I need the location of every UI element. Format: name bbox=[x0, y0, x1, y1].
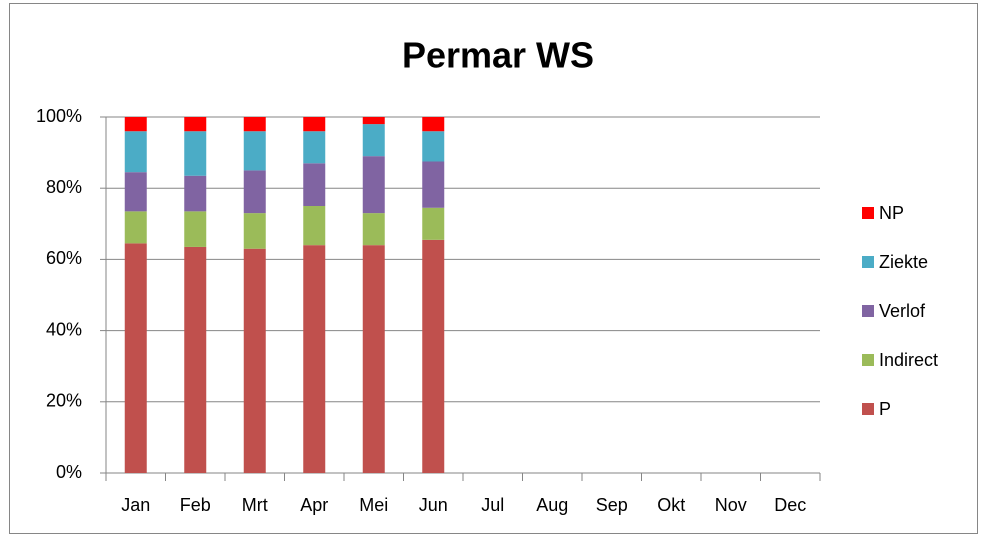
bar-segment bbox=[184, 131, 207, 176]
bar-segment bbox=[124, 117, 147, 132]
bar-segment bbox=[303, 117, 326, 132]
chart-frame bbox=[9, 3, 978, 534]
bar-segment bbox=[303, 131, 326, 164]
x-tick-label: Jul bbox=[481, 495, 504, 515]
bar-segment bbox=[184, 175, 207, 212]
y-tick-label: 0% bbox=[56, 462, 82, 482]
y-tick-label: 80% bbox=[46, 177, 82, 197]
bar-segment bbox=[243, 213, 266, 249]
legend-label: Indirect bbox=[879, 350, 938, 370]
x-tick-label: Apr bbox=[300, 495, 328, 515]
y-tick-label: 100% bbox=[36, 106, 82, 126]
bar-segment bbox=[422, 239, 445, 473]
bar-segment bbox=[243, 170, 266, 214]
bar-segment bbox=[124, 211, 147, 244]
bar-segment bbox=[184, 246, 207, 473]
bar-segment bbox=[362, 245, 385, 473]
bar-segment bbox=[124, 131, 147, 173]
bar-segment bbox=[243, 131, 266, 171]
bar-segment bbox=[422, 207, 445, 240]
x-tick-label: Okt bbox=[657, 495, 685, 515]
bar-segment bbox=[362, 213, 385, 246]
x-tick-label: Dec bbox=[774, 495, 806, 515]
x-tick-label: Jun bbox=[419, 495, 448, 515]
bar-segment bbox=[422, 131, 445, 162]
legend-label: Verlof bbox=[879, 301, 926, 321]
legend-label: Ziekte bbox=[879, 252, 928, 272]
bar-segment bbox=[124, 172, 147, 212]
legend-swatch bbox=[862, 207, 874, 219]
x-tick-label: Feb bbox=[180, 495, 211, 515]
legend-label: P bbox=[879, 399, 891, 419]
x-tick-label: Nov bbox=[715, 495, 747, 515]
y-tick-label: 20% bbox=[46, 391, 82, 411]
bar-segment bbox=[422, 117, 445, 132]
bar-segment bbox=[303, 163, 326, 206]
bar-segment bbox=[422, 161, 445, 208]
bar-segment bbox=[362, 124, 385, 157]
legend-swatch bbox=[862, 305, 874, 317]
bar-segment bbox=[362, 117, 385, 125]
legend-swatch bbox=[862, 354, 874, 366]
y-tick-label: 40% bbox=[46, 319, 82, 339]
x-tick-label: Jan bbox=[121, 495, 150, 515]
bar-segment bbox=[243, 248, 266, 473]
x-tick-label: Mei bbox=[359, 495, 388, 515]
y-tick-label: 60% bbox=[46, 248, 82, 268]
bar-segment bbox=[303, 245, 326, 473]
bar-segment bbox=[303, 206, 326, 246]
bar-segment bbox=[243, 117, 266, 132]
legend-swatch bbox=[862, 403, 874, 415]
legend-label: NP bbox=[879, 203, 904, 223]
bar-segment bbox=[184, 117, 207, 132]
x-tick-label: Sep bbox=[596, 495, 628, 515]
x-tick-label: Mrt bbox=[242, 495, 268, 515]
bar-segment bbox=[184, 211, 207, 247]
bar-segment bbox=[124, 243, 147, 473]
x-tick-label: Aug bbox=[536, 495, 568, 515]
chart-title: Permar WS bbox=[402, 35, 594, 76]
bar-segment bbox=[362, 156, 385, 214]
legend-swatch bbox=[862, 256, 874, 268]
